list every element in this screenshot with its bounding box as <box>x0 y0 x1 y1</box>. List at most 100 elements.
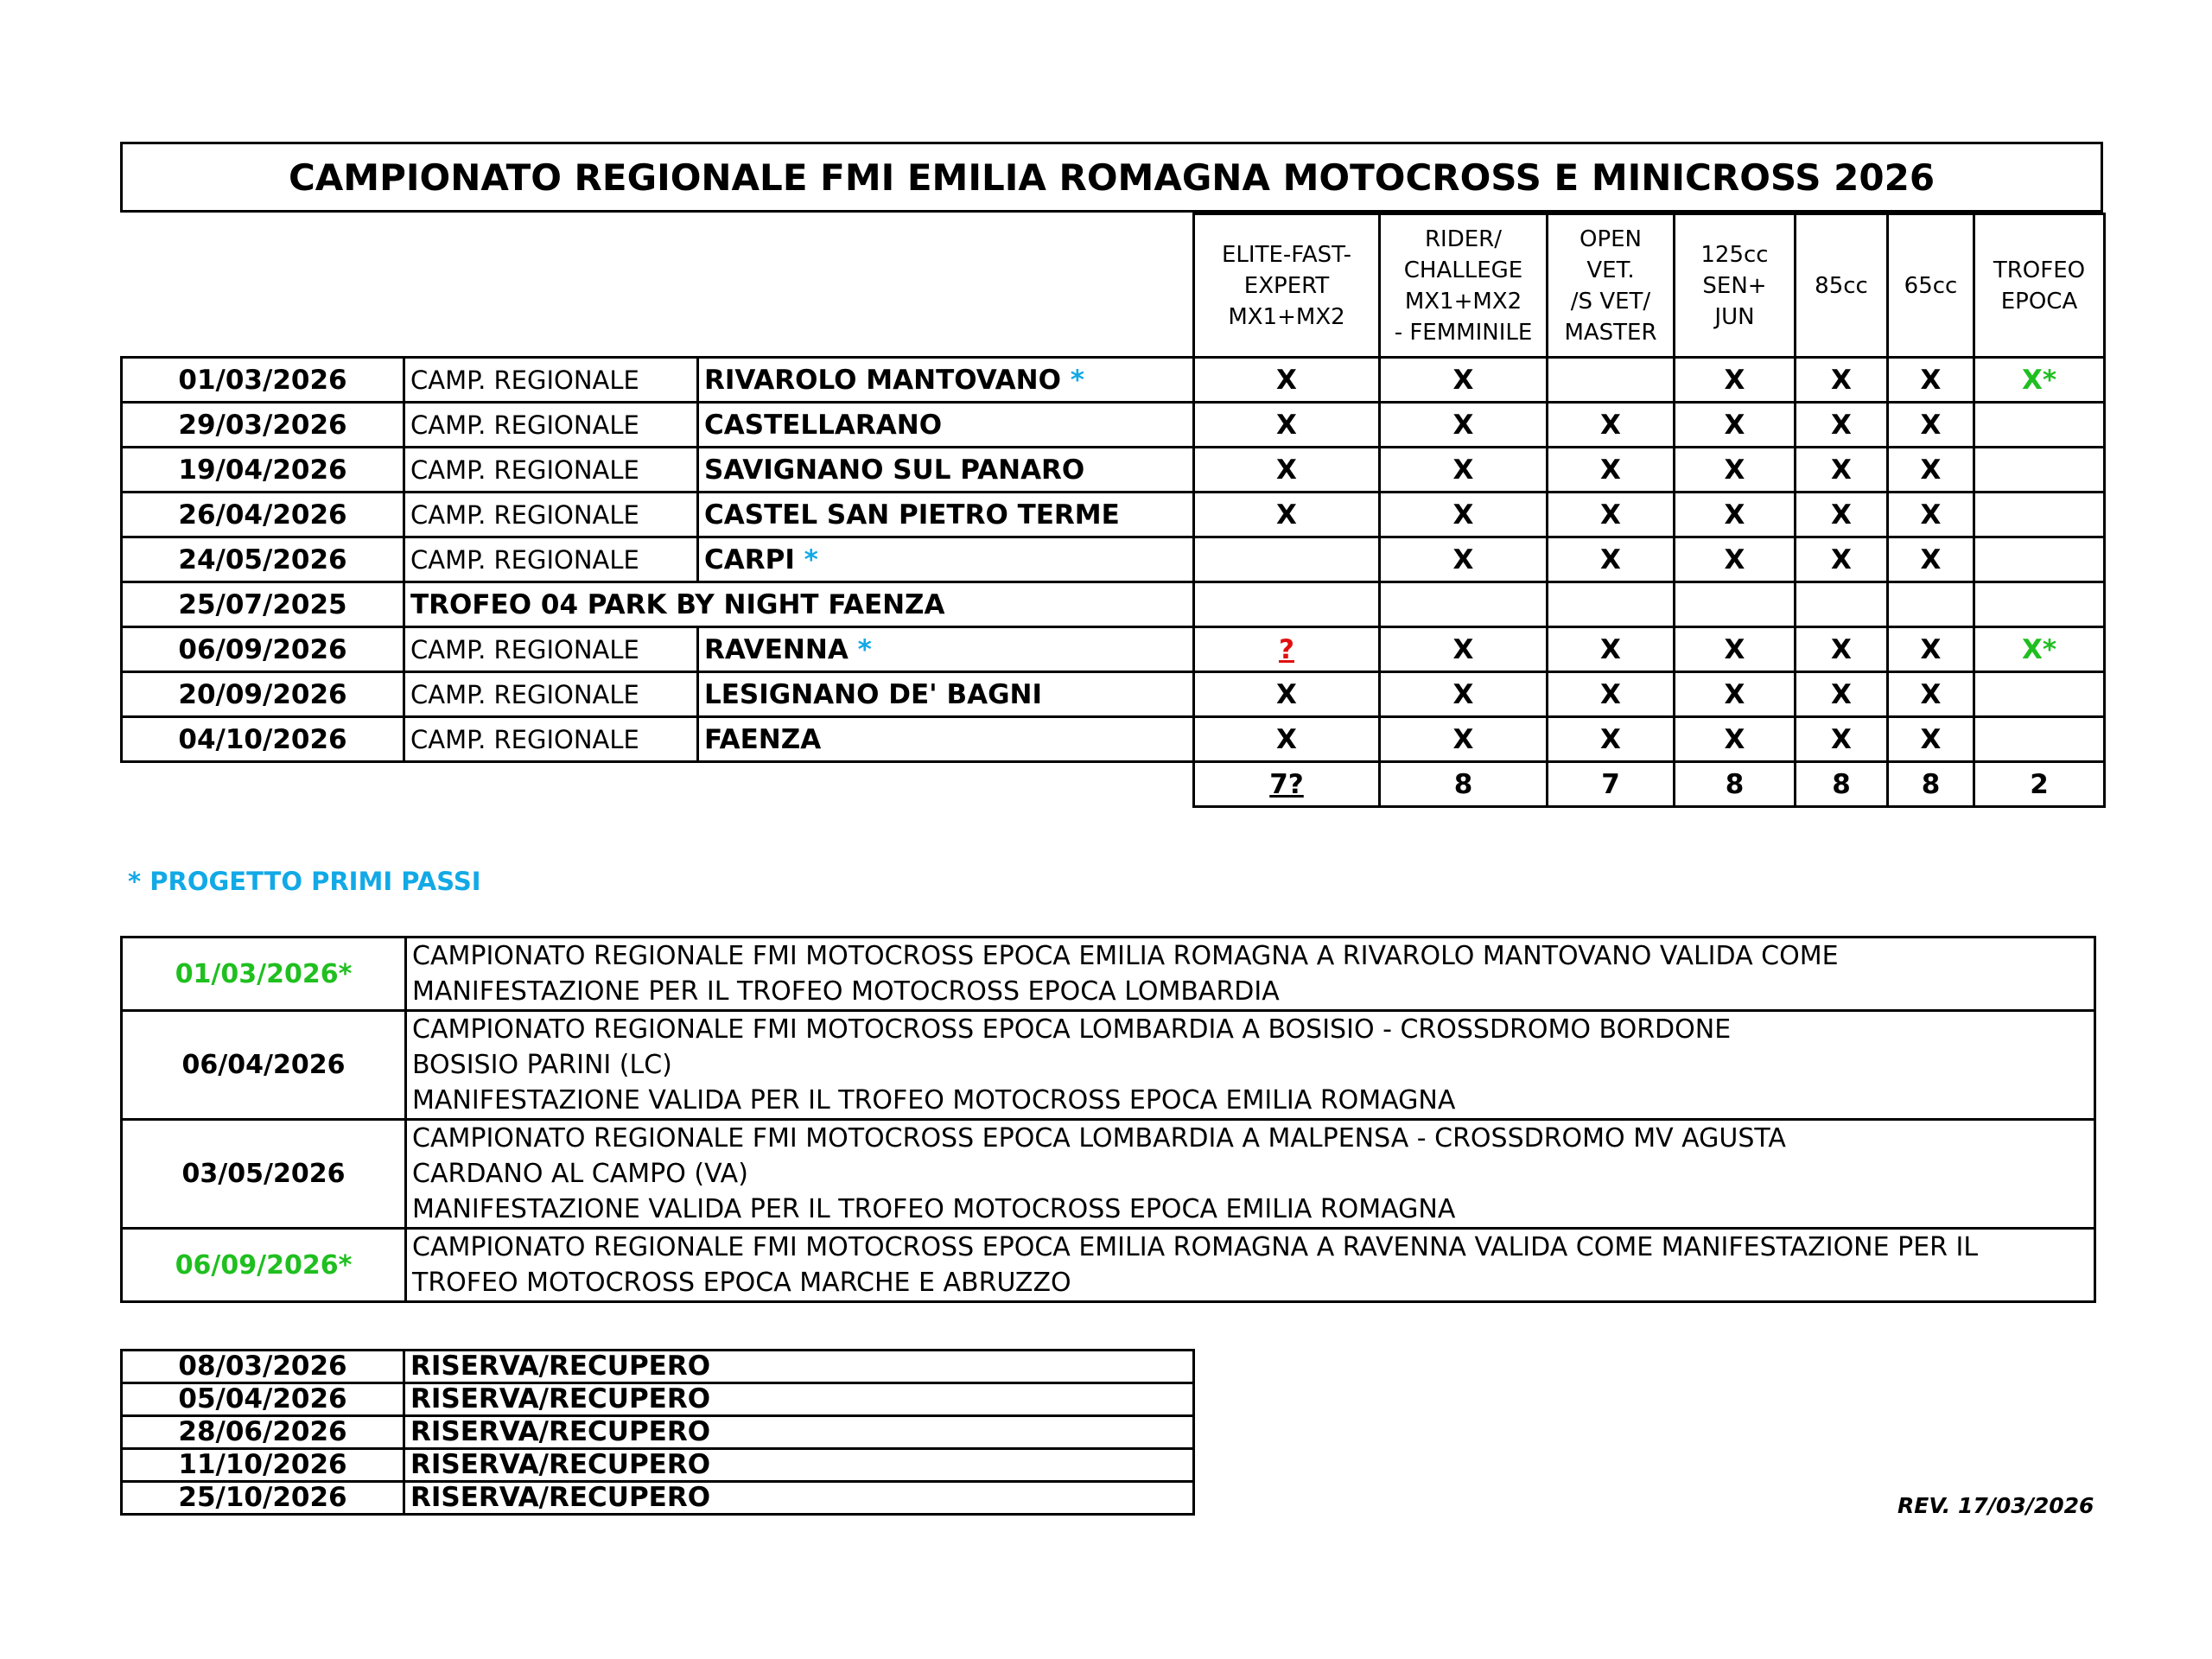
event-row: 19/04/2026 CAMP. REGIONALE SAVIGNANO SUL P… <box>120 446 2106 493</box>
column-total: 7? <box>1192 760 1381 808</box>
class-mark <box>1546 356 1675 404</box>
event-venue: RIVAROLO MANTOVANO * <box>696 356 1195 404</box>
column-total: 2 <box>1973 760 2106 808</box>
class-mark: X <box>1794 401 1889 448</box>
event-row: 24/05/2026 CAMP. REGIONALE CARPI * X X X X X <box>120 536 2106 583</box>
event-date: 29/03/2026 <box>120 401 405 448</box>
class-mark: X <box>1673 671 1796 718</box>
revision-label: REV. 17/03/2026 <box>1897 1493 2094 1518</box>
header-row: ELITE-FAST- EXPERT MX1+MX2 RIDER/ CHALLEG… <box>121 213 2106 359</box>
class-mark: X* <box>1973 626 2106 673</box>
event-venue: CASTELLARANO <box>696 401 1195 448</box>
class-mark: X <box>1794 671 1889 718</box>
class-mark: X <box>1378 491 1548 538</box>
column-header: RIDER/ CHALLEGE MX1+MX2 - FEMMINILE <box>1378 213 1548 359</box>
class-mark: X <box>1794 356 1889 404</box>
epoca-row: 01/03/2026* CAMPIONATO REGIONALE FMI MOTO… <box>120 936 2096 1012</box>
venue-name: SAVIGNANO SUL PANARO <box>704 454 1085 486</box>
reserve-label: RISERVA/RECUPERO <box>403 1382 1195 1417</box>
class-mark <box>1973 536 2106 583</box>
primi-passi-note: * PROGETTO PRIMI PASSI <box>128 867 481 896</box>
reserve-label: RISERVA/RECUPERO <box>403 1349 1195 1384</box>
event-date: 04/10/2026 <box>120 715 405 763</box>
class-mark: X <box>1192 491 1381 538</box>
class-mark: X <box>1673 715 1796 763</box>
column-total: 8 <box>1673 760 1796 808</box>
reserve-date: 11/10/2026 <box>120 1447 405 1483</box>
event-date: 06/09/2026 <box>120 626 405 673</box>
event-type: CAMP. REGIONALE <box>403 356 699 404</box>
class-mark: X <box>1546 626 1675 673</box>
class-mark: X <box>1886 401 1975 448</box>
reserve-row: 28/06/2026 RISERVA/RECUPERO <box>120 1414 1195 1450</box>
column-total: 7 <box>1546 760 1675 808</box>
class-mark: X <box>1378 446 1548 493</box>
class-mark: X <box>1794 715 1889 763</box>
class-mark: X <box>1673 536 1796 583</box>
event-date: 01/03/2026 <box>120 356 405 404</box>
column-total: 8 <box>1378 760 1548 808</box>
venue-name: RAVENNA <box>704 633 849 665</box>
class-mark: X <box>1886 446 1975 493</box>
class-mark: X <box>1378 356 1548 404</box>
primi-passi-star: * <box>1070 364 1084 396</box>
venue-name: LESIGNANO DE' BAGNI <box>704 678 1042 710</box>
epoca-description: CAMPIONATO REGIONALE FMI MOTOCROSS EPOCA… <box>404 1009 2096 1121</box>
header-blank <box>121 213 1194 359</box>
epoca-date: 01/03/2026* <box>120 936 407 1012</box>
event-type: CAMP. REGIONALE <box>403 626 699 673</box>
reserve-date: 08/03/2026 <box>120 1349 405 1384</box>
class-mark: X <box>1378 671 1548 718</box>
class-mark: X <box>1192 356 1381 404</box>
class-mark <box>1378 581 1548 628</box>
class-mark: X <box>1794 446 1889 493</box>
event-date: 24/05/2026 <box>120 536 405 583</box>
class-mark <box>1886 581 1975 628</box>
column-header: 65cc <box>1886 213 1975 359</box>
class-mark: X <box>1673 356 1796 404</box>
class-mark: X* <box>1973 356 2106 404</box>
class-mark: X <box>1794 536 1889 583</box>
class-mark: X <box>1192 401 1381 448</box>
class-mark: X <box>1886 715 1975 763</box>
event-type: CAMP. REGIONALE <box>403 715 699 763</box>
class-mark: X <box>1546 446 1675 493</box>
column-total: 8 <box>1794 760 1889 808</box>
event-type: CAMP. REGIONALE <box>403 671 699 718</box>
event-type: CAMP. REGIONALE <box>403 446 699 493</box>
event-date: 19/04/2026 <box>120 446 405 493</box>
venue-name: CARPI <box>704 543 795 575</box>
class-mark: X <box>1378 626 1548 673</box>
event-name: TROFEO 04 PARK BY NIGHT FAENZA <box>403 581 1195 628</box>
page-title: CAMPIONATO REGIONALE FMI EMILIA ROMAGNA … <box>120 142 2103 213</box>
event-date: 20/09/2026 <box>120 671 405 718</box>
epoca-row: 06/04/2026 CAMPIONATO REGIONALE FMI MOTOC… <box>120 1009 2096 1121</box>
class-mark: X <box>1546 715 1675 763</box>
column-header: TROFEO EPOCA <box>1973 213 2106 359</box>
event-row: 06/09/2026 CAMP. REGIONALE RAVENNA *? X X X X X… <box>120 626 2106 673</box>
event-row: 29/03/2026 CAMP. REGIONALE CASTELLARANO X X X… <box>120 401 2106 448</box>
class-mark: X <box>1673 626 1796 673</box>
event-row: 20/09/2026 CAMP. REGIONALE LESIGNANO DE' B… <box>120 671 2106 718</box>
event-row: 25/07/2025 TROFEO 04 PARK BY NIGHT FAENZA <box>120 581 2106 628</box>
class-mark: X <box>1794 491 1889 538</box>
event-type: CAMP. REGIONALE <box>403 536 699 583</box>
class-mark <box>1973 715 2106 763</box>
class-mark <box>1973 401 2106 448</box>
reserve-date: 25/10/2026 <box>120 1480 405 1516</box>
epoca-date: 06/09/2026* <box>120 1227 407 1303</box>
event-type: CAMP. REGIONALE <box>403 491 699 538</box>
totals-blank <box>122 762 1194 807</box>
epoca-description: CAMPIONATO REGIONALE FMI MOTOCROSS EPOCA… <box>404 1118 2096 1230</box>
class-mark: X <box>1378 715 1548 763</box>
event-venue: CASTEL SAN PIETRO TERME <box>696 491 1195 538</box>
epoca-description: CAMPIONATO REGIONALE FMI MOTOCROSS EPOCA… <box>404 936 2096 1012</box>
class-mark <box>1192 536 1381 583</box>
epoca-row: 06/09/2026* CAMPIONATO REGIONALE FMI MOTO… <box>120 1227 2096 1303</box>
venue-name: CASTEL SAN PIETRO TERME <box>704 499 1120 531</box>
venue-name: CASTELLARANO <box>704 409 943 441</box>
class-mark: X <box>1546 401 1675 448</box>
class-mark <box>1973 446 2106 493</box>
column-header: 125cc SEN+ JUN <box>1673 213 1796 359</box>
venue-name: RIVAROLO MANTOVANO <box>704 364 1061 396</box>
